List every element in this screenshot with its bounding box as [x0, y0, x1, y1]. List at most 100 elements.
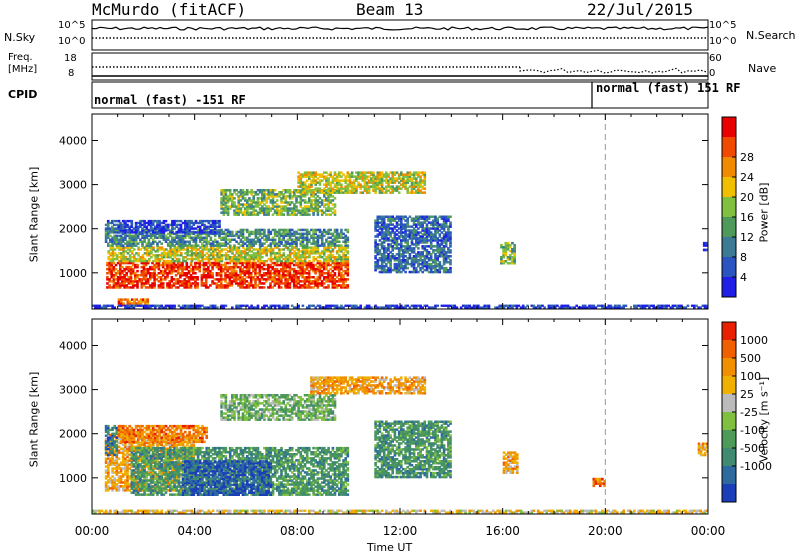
power-cell-7: [408, 270, 412, 274]
power-cell-10: [447, 306, 450, 309]
power-cell-7: [417, 261, 420, 264]
power-cell-2: [113, 242, 116, 245]
power-cell-4: [141, 223, 144, 227]
power-cell-2: [346, 228, 350, 232]
power-cell-2: [258, 240, 262, 243]
power-cell-1: [301, 256, 305, 259]
power-cell-6: [365, 187, 369, 190]
power-cell-0: [314, 263, 317, 267]
power-cell-2: [132, 242, 136, 245]
power-cell-0: [230, 284, 234, 287]
power-cell-5: [235, 209, 238, 212]
power-cell-5: [271, 207, 275, 210]
power-cell-2: [166, 236, 170, 239]
power-cell-0: [318, 272, 322, 275]
power-cell-10: [98, 304, 101, 307]
power-cell-5: [220, 197, 223, 200]
power-cell-7: [380, 235, 384, 238]
power-cell-10: [132, 306, 136, 309]
power-cell-7: [427, 221, 431, 224]
power-cell-2: [286, 234, 290, 238]
power-cell-1: [150, 252, 153, 255]
power-cell-7: [438, 261, 442, 264]
power-cell-0: [273, 267, 277, 271]
power-cell-0: [258, 280, 262, 283]
power-cell-6: [391, 173, 394, 176]
power-cell-2: [171, 232, 174, 236]
power-cell-7: [400, 249, 403, 252]
power-cell-0: [166, 282, 169, 285]
power-cell-8: [511, 250, 514, 253]
power-cell-1: [203, 246, 207, 249]
power-cell-0: [125, 284, 128, 287]
power-cell-5: [258, 189, 262, 192]
power-cell-0: [134, 263, 137, 267]
power-cell-7: [440, 264, 444, 268]
power-cell-7: [449, 243, 452, 246]
power-cell-0: [239, 261, 242, 265]
power-cell-1: [218, 257, 221, 261]
power-cell-6: [363, 173, 367, 176]
power-cell-5: [318, 197, 322, 200]
power-cell-6: [346, 187, 350, 190]
power-cell-0: [344, 278, 347, 281]
power-cell-7: [419, 257, 422, 260]
power-cell-7: [395, 225, 399, 228]
power-cell-7: [400, 233, 403, 236]
power-cell-2: [267, 244, 270, 247]
power-cell-1: [327, 254, 330, 257]
power-cell-2: [288, 236, 292, 239]
power-cell-10: [385, 304, 388, 307]
power-cell-1: [246, 259, 249, 263]
power-cell-1: [276, 256, 279, 259]
power-cell-10: [521, 306, 525, 309]
power-cell-1: [263, 250, 266, 253]
power-cell-7: [408, 255, 412, 258]
power-cell-2: [340, 236, 343, 239]
power-cell-8: [506, 246, 510, 249]
power-cell-0: [153, 278, 156, 281]
power-cell-10: [419, 306, 422, 309]
power-cell-5: [235, 207, 238, 210]
power-cell-0: [183, 274, 186, 277]
power-cell-10: [539, 306, 542, 309]
power-cell-4: [198, 229, 202, 232]
power-cell-7: [410, 239, 414, 242]
power-cell-5: [250, 199, 253, 202]
power-cell-1: [237, 248, 241, 251]
power-cell-2: [213, 238, 217, 241]
power-cell-4: [164, 229, 168, 232]
power-cell-7: [438, 243, 442, 246]
power-cell-5: [250, 189, 253, 192]
power-cell-10: [639, 304, 643, 307]
power-cell-7: [378, 233, 382, 236]
power-cell-7: [412, 268, 416, 272]
power-cell-2: [141, 234, 144, 238]
power-cell-2: [207, 242, 211, 245]
power-cell-0: [127, 265, 131, 269]
power-cell-1: [254, 248, 258, 251]
power-cell-6: [361, 177, 365, 180]
power-cell-10: [678, 306, 681, 309]
power-cell-6: [419, 191, 422, 194]
power-cell-0: [290, 278, 294, 281]
power-cell-1: [273, 252, 277, 255]
power-cell-7: [393, 257, 397, 260]
power-cell-0: [249, 284, 253, 287]
power-cell-6: [344, 191, 347, 194]
power-cell-6: [342, 173, 345, 176]
power-cell-0: [125, 265, 128, 269]
power-cell-2: [327, 232, 330, 236]
power-cell-6: [391, 181, 394, 184]
power-cell-7: [438, 270, 442, 274]
power-cell-2: [117, 238, 121, 241]
power-cell-7: [436, 223, 439, 226]
power-cell-6: [408, 185, 412, 188]
power-cell-10: [325, 304, 328, 307]
power-cell-6: [318, 173, 322, 176]
power-cell-7: [380, 217, 384, 220]
power-cell-5: [284, 199, 288, 202]
power-cell-1: [150, 246, 153, 249]
power-cell-1: [128, 259, 132, 263]
power-cell-6: [389, 187, 392, 190]
